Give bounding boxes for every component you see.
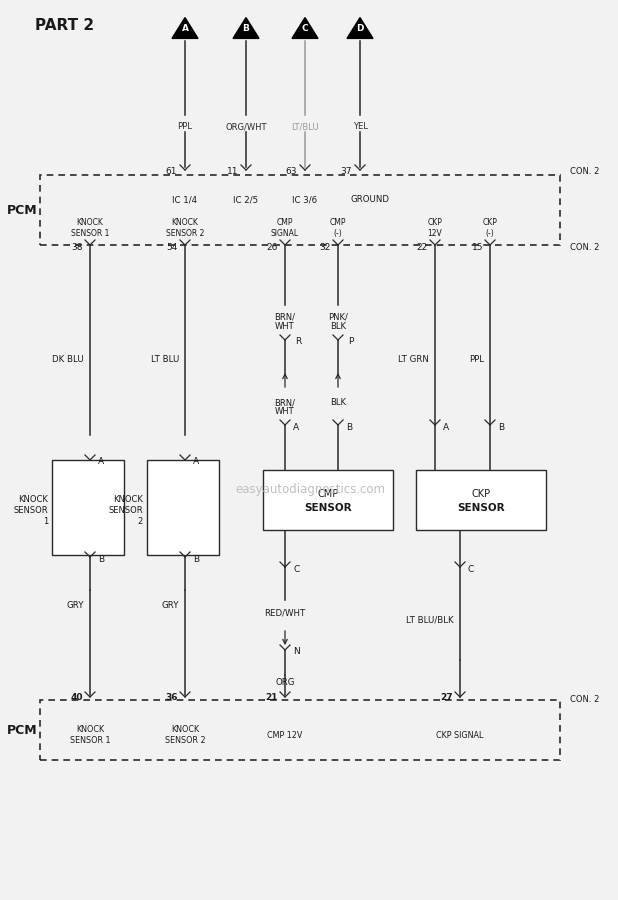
- Text: 15: 15: [472, 242, 483, 251]
- Bar: [416, 470, 546, 530]
- Text: ORG: ORG: [275, 678, 295, 687]
- Bar: [40, 700, 560, 760]
- Text: KNOCK
SENSOR 2: KNOCK SENSOR 2: [164, 725, 205, 744]
- Text: WHT: WHT: [275, 407, 295, 416]
- Text: C: C: [468, 564, 474, 573]
- Text: A: A: [98, 457, 104, 466]
- Text: CMP 12V: CMP 12V: [268, 731, 303, 740]
- Text: WHT: WHT: [275, 322, 295, 331]
- Bar: [263, 470, 393, 530]
- Text: CON. 2: CON. 2: [570, 167, 599, 176]
- Text: CKP: CKP: [472, 489, 491, 499]
- Text: CON. 2: CON. 2: [570, 242, 599, 251]
- Text: 32: 32: [320, 242, 331, 251]
- Bar: [147, 460, 219, 555]
- Text: B: B: [498, 422, 504, 431]
- Text: LT GRN: LT GRN: [398, 356, 429, 364]
- Text: DK BLU: DK BLU: [53, 356, 84, 364]
- Text: LT BLU/BLK: LT BLU/BLK: [407, 616, 454, 625]
- Text: 54: 54: [167, 242, 178, 251]
- Text: A: A: [193, 457, 199, 466]
- Text: PPL: PPL: [469, 356, 484, 364]
- Text: CMP: CMP: [318, 489, 339, 499]
- Text: YEL: YEL: [352, 122, 368, 131]
- Text: easyautodiagnostics.com: easyautodiagnostics.com: [235, 483, 385, 497]
- Text: BRN/: BRN/: [274, 398, 295, 407]
- Text: B: B: [242, 24, 250, 33]
- Text: PCM: PCM: [7, 724, 37, 736]
- Text: ORG/WHT: ORG/WHT: [225, 122, 267, 131]
- Text: LT/BLU: LT/BLU: [291, 122, 319, 131]
- Text: PNK/: PNK/: [328, 313, 348, 322]
- Text: B: B: [193, 554, 199, 563]
- Text: BLK: BLK: [330, 398, 346, 407]
- Text: 22: 22: [417, 242, 428, 251]
- Text: R: R: [295, 338, 301, 346]
- Text: 36: 36: [166, 692, 178, 701]
- Text: 11: 11: [227, 166, 238, 176]
- Text: IC 3/6: IC 3/6: [292, 195, 318, 204]
- Text: LT BLU: LT BLU: [151, 356, 179, 364]
- Text: 63: 63: [286, 166, 297, 176]
- Text: B: B: [346, 422, 352, 431]
- Text: N: N: [293, 647, 300, 656]
- Text: BRN/: BRN/: [274, 313, 295, 322]
- Polygon shape: [233, 18, 259, 39]
- Bar: [40, 175, 560, 245]
- Text: SENSOR: SENSOR: [108, 506, 143, 515]
- Text: 27: 27: [441, 692, 453, 701]
- Text: 40: 40: [70, 692, 83, 701]
- Polygon shape: [347, 18, 373, 39]
- Text: P: P: [348, 338, 353, 346]
- Text: PART 2: PART 2: [35, 18, 94, 33]
- Text: KNOCK: KNOCK: [113, 495, 143, 504]
- Text: BLK: BLK: [330, 322, 346, 331]
- Text: 2: 2: [138, 517, 143, 526]
- Text: 37: 37: [341, 166, 352, 176]
- Text: SENSOR: SENSOR: [457, 503, 505, 513]
- Text: GROUND: GROUND: [350, 195, 389, 204]
- Text: GRY: GRY: [67, 600, 84, 609]
- Text: IC 1/4: IC 1/4: [172, 195, 198, 204]
- Text: KNOCK
SENSOR 2: KNOCK SENSOR 2: [166, 219, 204, 238]
- Text: SENSOR: SENSOR: [304, 503, 352, 513]
- Text: CKP
12V: CKP 12V: [428, 219, 442, 238]
- Polygon shape: [292, 18, 318, 39]
- Text: 61: 61: [166, 166, 177, 176]
- Bar: [52, 460, 124, 555]
- Text: IC 2/5: IC 2/5: [234, 195, 258, 204]
- Text: KNOCK
SENSOR 1: KNOCK SENSOR 1: [71, 219, 109, 238]
- Text: CKP SIGNAL: CKP SIGNAL: [436, 731, 484, 740]
- Text: B: B: [98, 554, 104, 563]
- Text: CON. 2: CON. 2: [570, 696, 599, 705]
- Text: CKP
(-): CKP (-): [483, 219, 497, 238]
- Text: D: D: [356, 24, 364, 33]
- Text: 21: 21: [266, 692, 278, 701]
- Text: PCM: PCM: [7, 203, 37, 217]
- Text: RED/WHT: RED/WHT: [265, 608, 306, 617]
- Text: CMP
SIGNAL: CMP SIGNAL: [271, 219, 299, 238]
- Text: C: C: [293, 564, 299, 573]
- Polygon shape: [172, 18, 198, 39]
- Text: A: A: [443, 422, 449, 431]
- Text: 26: 26: [266, 242, 278, 251]
- Text: 1: 1: [43, 517, 48, 526]
- Text: SENSOR: SENSOR: [14, 506, 48, 515]
- Text: C: C: [302, 24, 308, 33]
- Text: CMP
(-): CMP (-): [330, 219, 346, 238]
- Text: A: A: [182, 24, 188, 33]
- Text: PPL: PPL: [177, 122, 192, 131]
- Text: KNOCK
SENSOR 1: KNOCK SENSOR 1: [70, 725, 110, 744]
- Text: A: A: [293, 422, 299, 431]
- Text: 38: 38: [72, 242, 83, 251]
- Text: KNOCK: KNOCK: [18, 495, 48, 504]
- Text: GRY: GRY: [161, 600, 179, 609]
